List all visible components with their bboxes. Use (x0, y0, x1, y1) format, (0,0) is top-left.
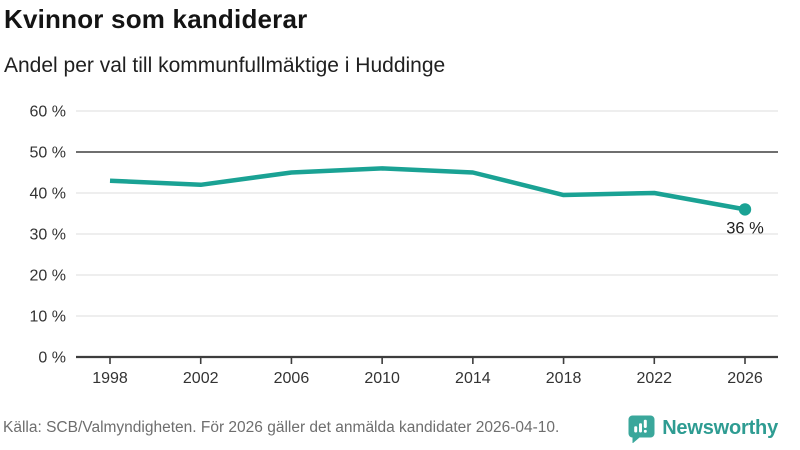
y-tick-label: 0 % (38, 350, 66, 367)
y-tick-label: 50 % (30, 145, 66, 162)
newsworthy-logo-icon (628, 415, 655, 443)
x-tick-label: 2010 (364, 370, 400, 387)
brand-logo: Newsworthy (627, 414, 778, 443)
y-tick-label: 40 % (30, 186, 66, 203)
x-tick-label: 2002 (183, 370, 219, 387)
chart-footer: Källa: SCB/Valmyndigheten. För 2026 gäll… (0, 412, 800, 450)
chart-title: Kvinnor som kandiderar (4, 4, 308, 34)
end-point-label: 36 % (726, 219, 764, 237)
end-point-dot (738, 203, 752, 216)
y-tick-label: 30 % (30, 227, 66, 244)
x-tick-label: 2022 (636, 370, 672, 387)
chart-subtitle: Andel per val till kommunfullmäktige i H… (4, 54, 446, 77)
y-tick-label: 10 % (30, 309, 66, 326)
x-tick-label: 2006 (274, 370, 310, 387)
y-tick-label: 60 % (30, 104, 66, 121)
x-tick-label: 2026 (727, 370, 763, 387)
brand-name: Newsworthy (662, 416, 778, 439)
line-chart: 0 % 10 % 20 % 30 % 40 % 50 % 60 % 1998 2002 2006 2… (30, 104, 778, 387)
data-line (109, 166, 746, 212)
x-tick-label: 1998 (92, 370, 128, 387)
x-tick-label: 2014 (455, 370, 491, 387)
source-note: Källa: SCB/Valmyndigheten. För 2026 gäll… (3, 419, 560, 436)
x-tick-label: 2018 (546, 370, 582, 387)
y-tick-label: 20 % (30, 268, 66, 285)
